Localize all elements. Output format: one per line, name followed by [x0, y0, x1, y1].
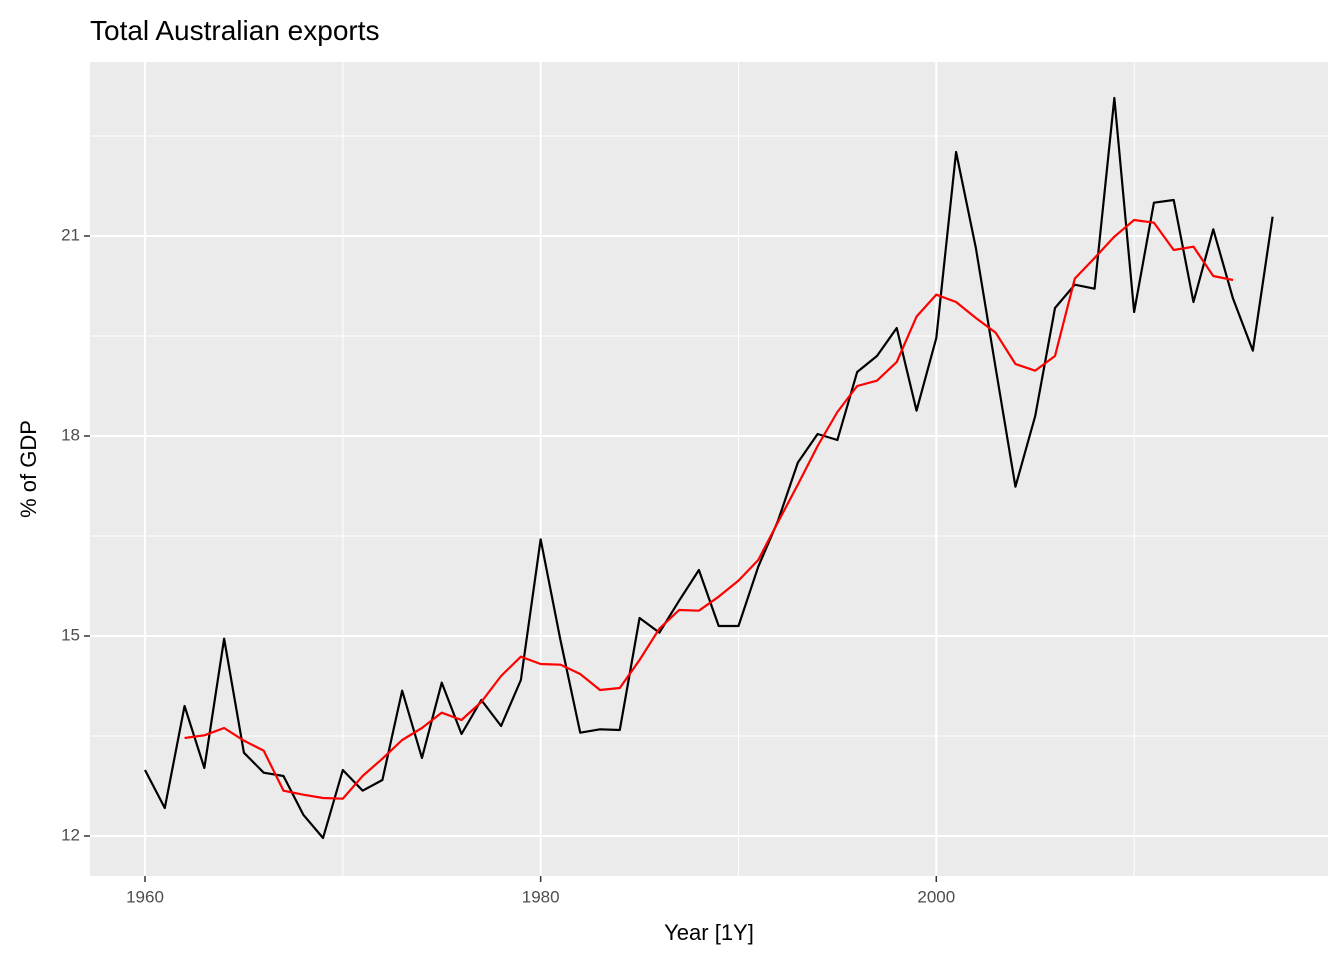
- chart-title: Total Australian exports: [90, 15, 380, 46]
- y-tick-label: 15: [61, 625, 80, 644]
- data-line: [184, 218, 1234, 800]
- x-tick-label: 1980: [522, 887, 560, 906]
- x-tick-label: 1960: [126, 887, 164, 906]
- y-tick-label: 21: [61, 225, 80, 244]
- y-axis-title: % of GDP: [16, 420, 41, 518]
- y-tick-label: 18: [61, 425, 80, 444]
- y-tick-label: 12: [61, 825, 80, 844]
- plot-panel: [90, 62, 1328, 876]
- data-line: [144, 96, 1274, 840]
- x-tick-label: 2000: [917, 887, 955, 906]
- x-axis-title: Year [1Y]: [664, 920, 754, 945]
